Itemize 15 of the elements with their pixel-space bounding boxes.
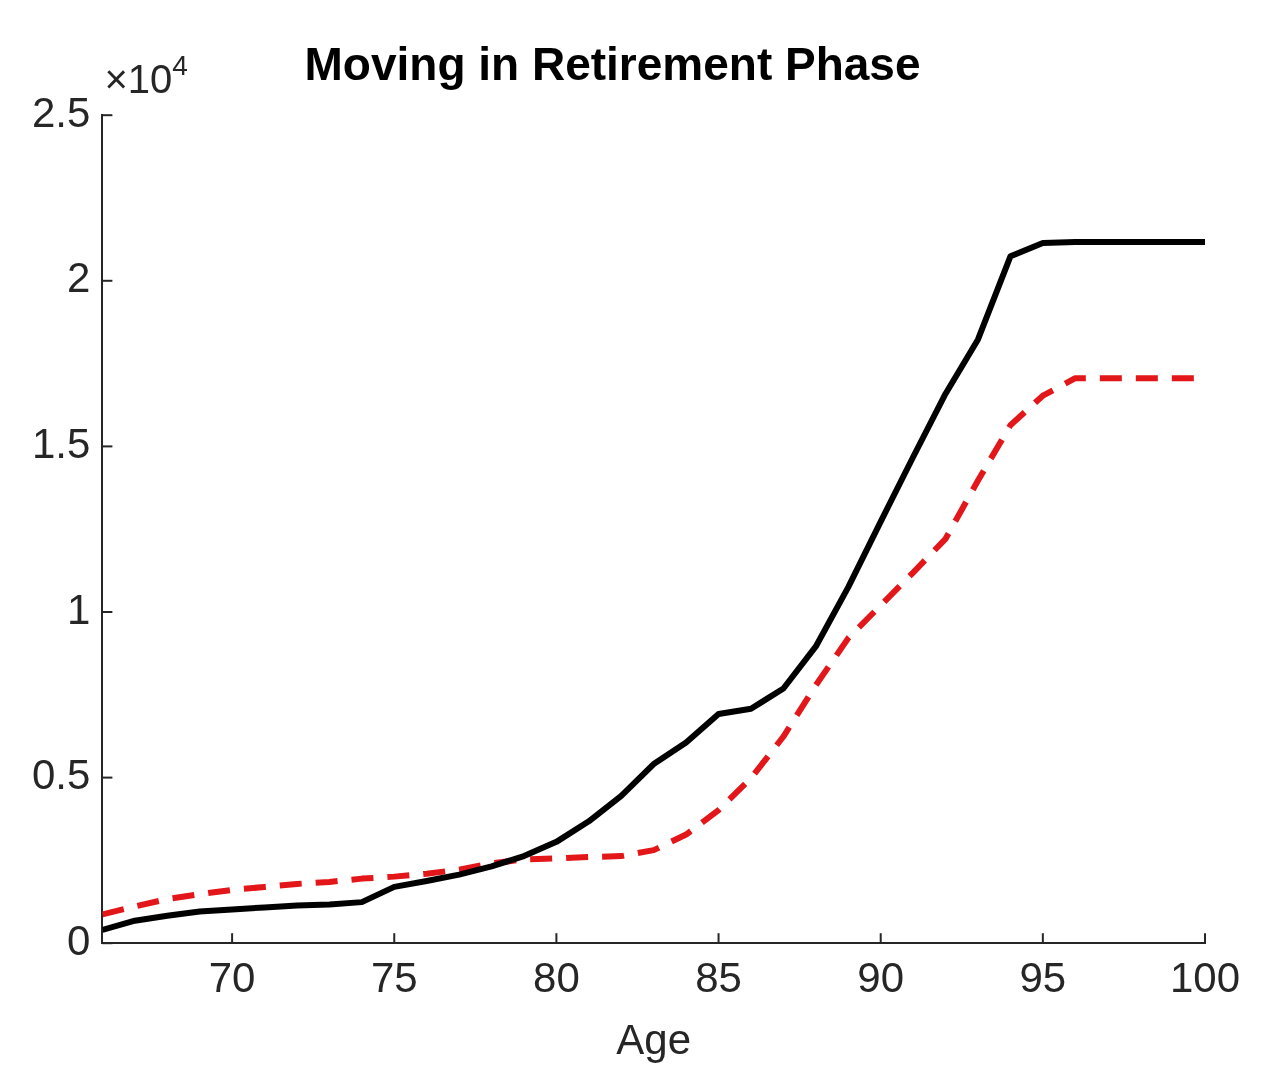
x-tick-label: 75 xyxy=(370,953,418,1001)
y-tick-label: 0.5 xyxy=(32,751,91,799)
x-tick-label: 100 xyxy=(1169,953,1241,1001)
x-tick-label: 95 xyxy=(1019,953,1067,1001)
x-tick-label: 80 xyxy=(533,953,580,1001)
chart-title: Moving in Retirement Phase xyxy=(304,38,921,91)
y-tick-label: 2.5 xyxy=(32,88,91,136)
y-tick-label: 1 xyxy=(67,585,91,633)
x-axis-title: Age xyxy=(616,1016,692,1064)
y-tick-label: 0 xyxy=(67,916,91,964)
y-tick-label: 2 xyxy=(67,254,91,302)
y-tick-label: 1.5 xyxy=(32,419,91,467)
x-tick-label: 90 xyxy=(857,953,905,1001)
x-tick-label: 70 xyxy=(208,953,256,1001)
x-tick-label: 85 xyxy=(695,953,742,1001)
